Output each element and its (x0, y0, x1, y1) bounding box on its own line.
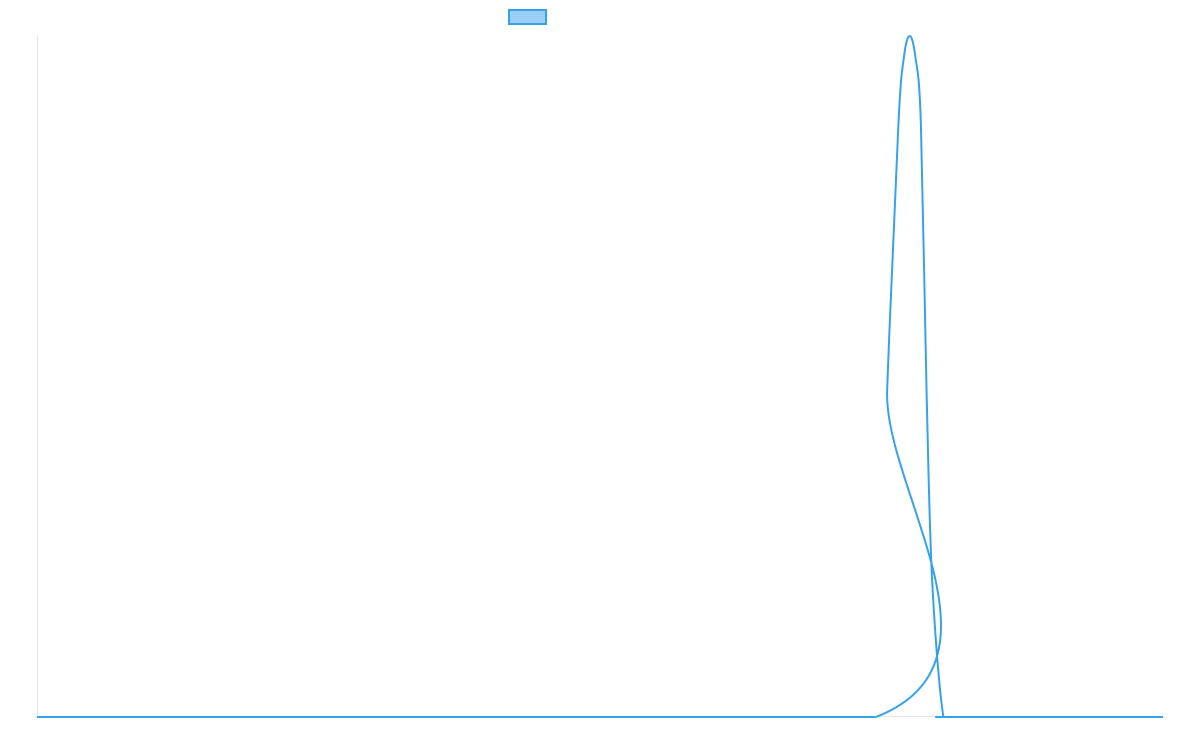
series-line-0 (36, 35, 1163, 719)
series-layer (36, 35, 1163, 719)
legend-swatch[interactable] (508, 9, 547, 25)
